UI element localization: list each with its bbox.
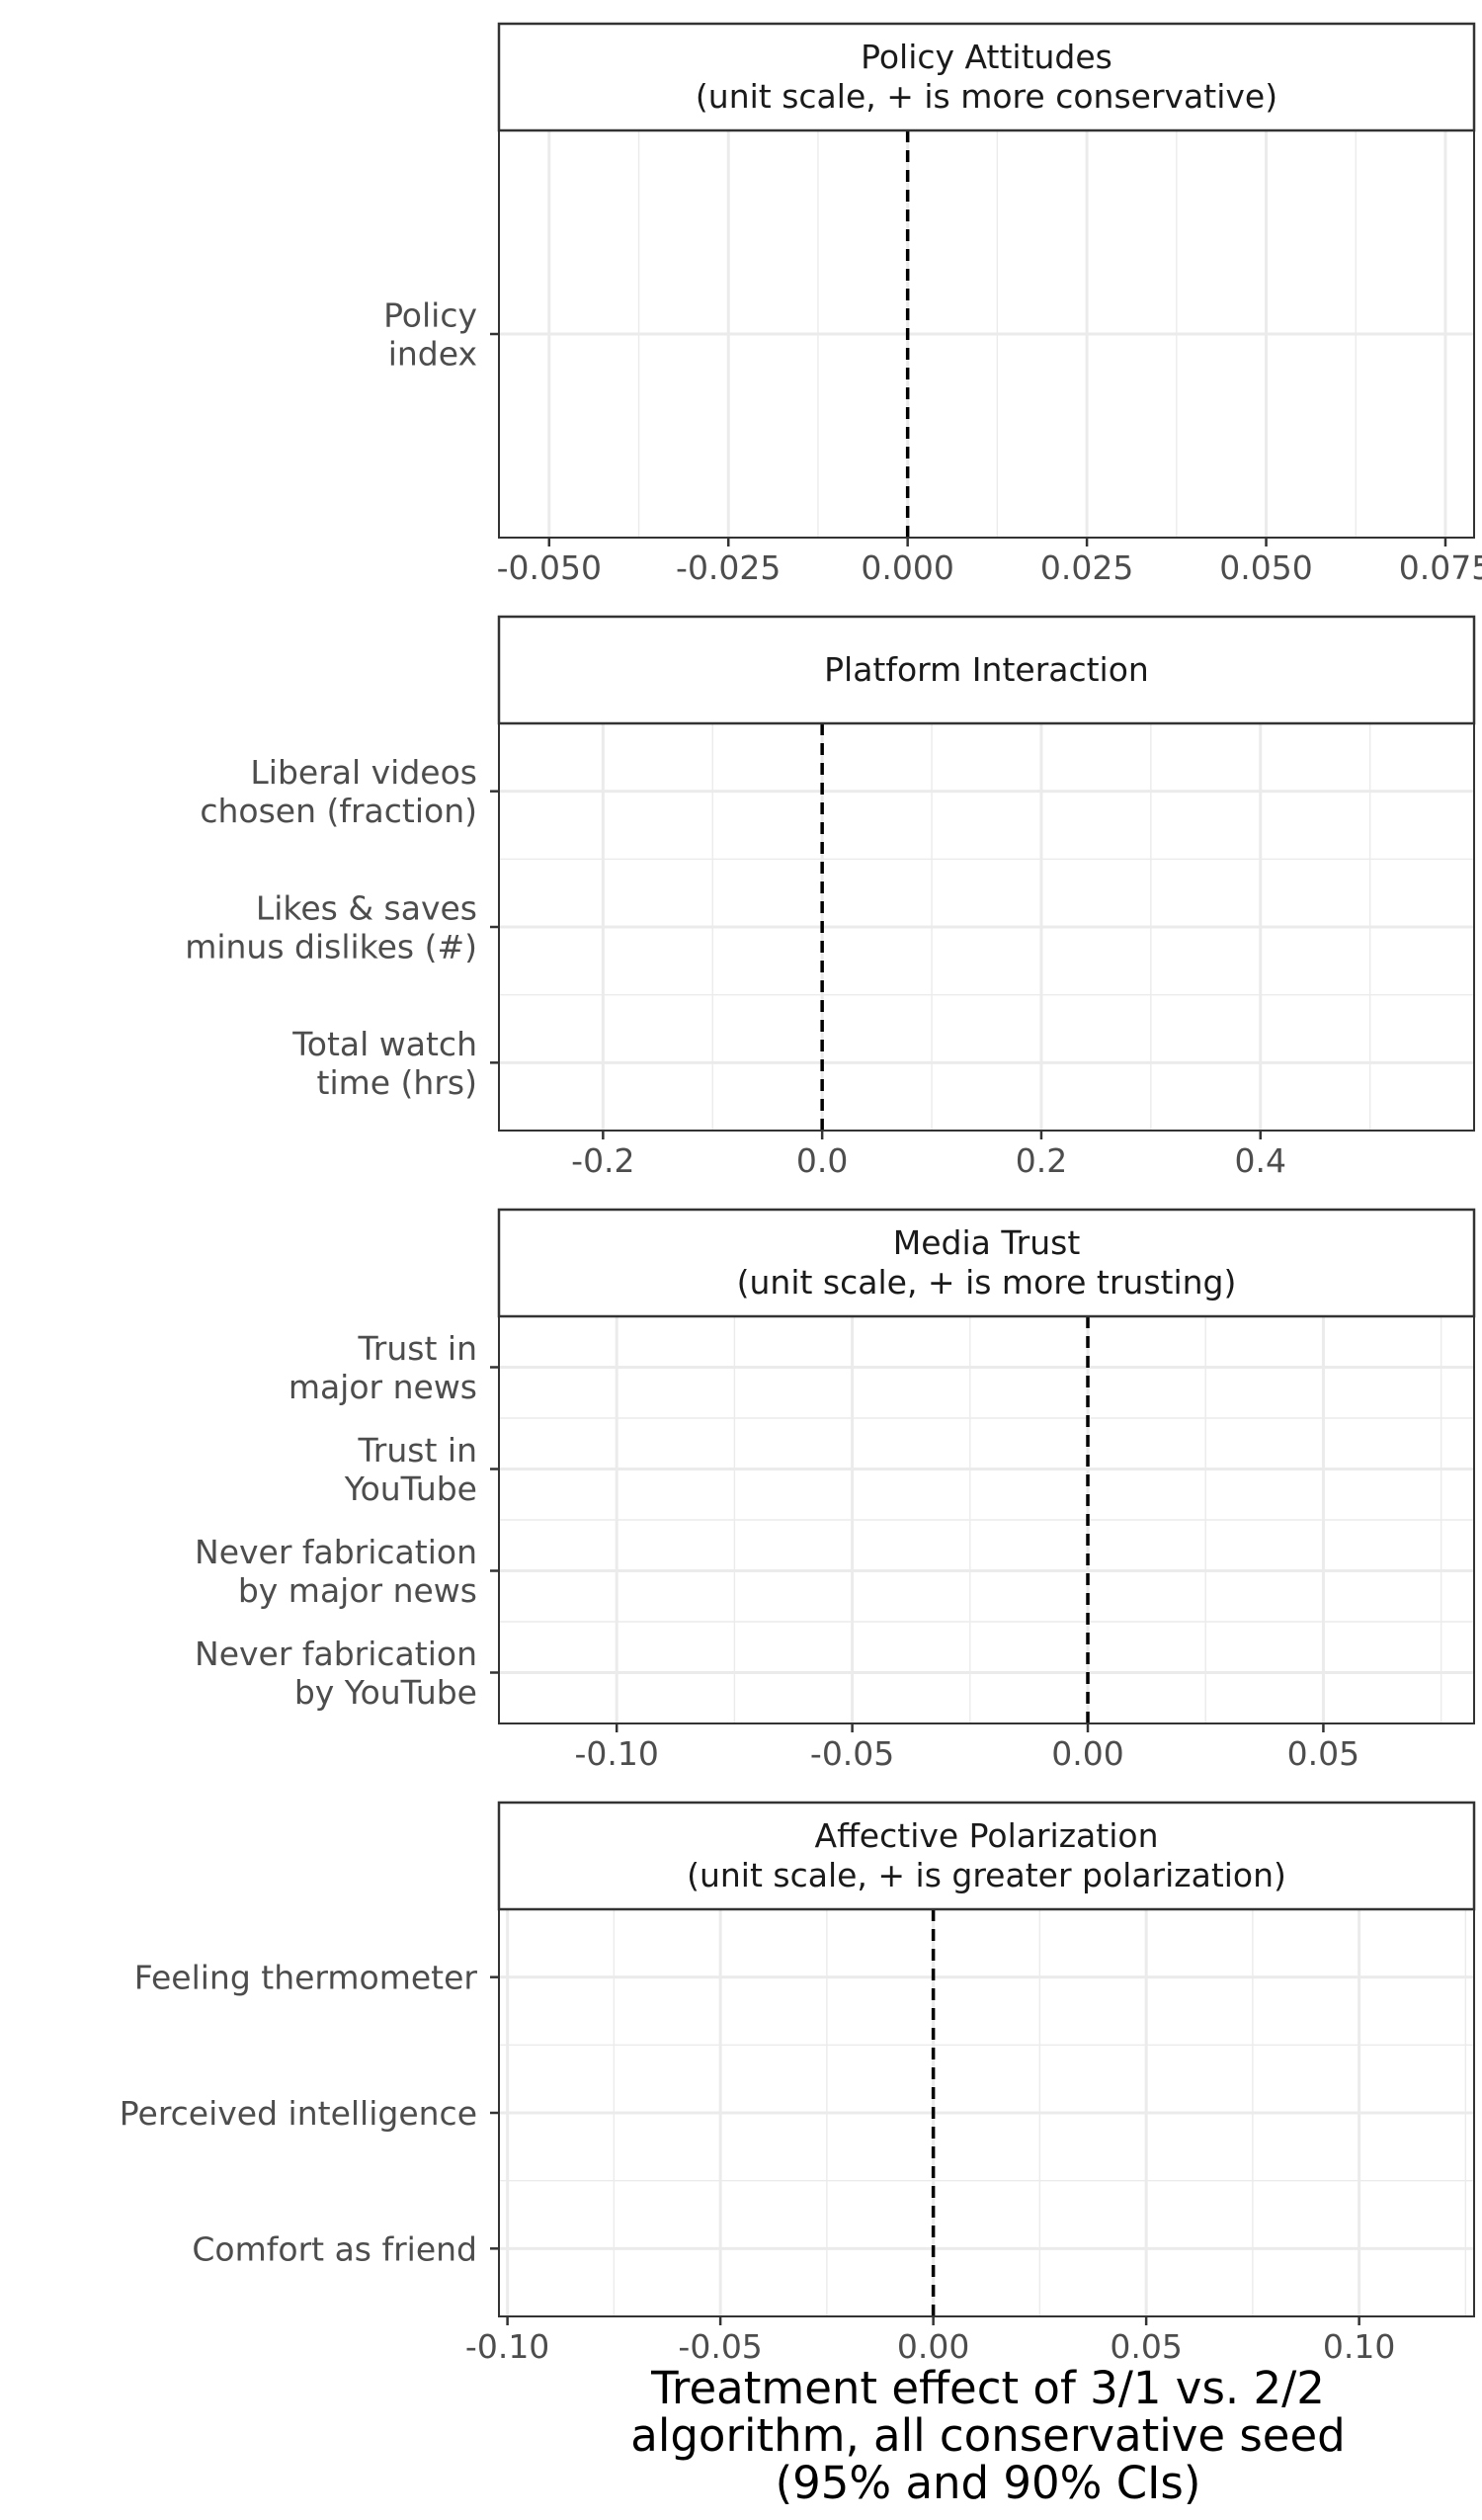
y-tick-label-line: Feeling thermometer bbox=[134, 1959, 478, 1997]
y-tick-label: Likes & saves minus dislikes (#) bbox=[185, 889, 477, 966]
x-tick-label: 0.050 bbox=[1219, 548, 1312, 587]
x-tick-label: 0.2 bbox=[1016, 1141, 1067, 1180]
x-tick-label: 0.10 bbox=[1323, 2327, 1395, 2366]
x-tick-label: 0.05 bbox=[1110, 2327, 1182, 2366]
facet-title: Platform Interaction bbox=[824, 650, 1149, 689]
y-tick-label: Feeling thermometer bbox=[134, 1959, 478, 1997]
x-tick-label: 0.00 bbox=[1051, 1734, 1123, 1773]
facet-strip bbox=[497, 1208, 1476, 1318]
x-axis-title-line: (95% and 90% CIs) bbox=[776, 2457, 1201, 2509]
facet-panel: -0.10 -0.05 0.00 0.05 0.10 Feeling thermomete… bbox=[120, 1801, 1476, 2366]
facet-title-line: Media Trust bbox=[893, 1223, 1081, 1262]
facet-strip bbox=[497, 22, 1476, 132]
facet-panel: -0.2 0.0 0.2 0.4 Liberal videos chosen (fract… bbox=[185, 615, 1476, 1180]
y-tick-label-line: Trust in bbox=[358, 1329, 478, 1368]
facet-title-line: (unit scale, + is more conservative) bbox=[696, 77, 1277, 116]
y-tick-label: Total watch time (hrs) bbox=[291, 1025, 477, 1102]
x-tick-label: 0.000 bbox=[861, 548, 953, 587]
y-tick-label-line: Never fabrication bbox=[195, 1635, 477, 1673]
x-tick-label: 0.00 bbox=[897, 2327, 969, 2366]
y-tick-label-line: by major news bbox=[238, 1571, 477, 1610]
x-tick-label: -0.10 bbox=[575, 1734, 659, 1773]
x-axis-title-line: Treatment effect of 3/1 vs. 2/2 bbox=[650, 2362, 1325, 2414]
facet-strip bbox=[497, 1801, 1476, 1911]
y-tick-label-line: Perceived intelligence bbox=[120, 2094, 477, 2133]
x-tick-label: -0.025 bbox=[676, 548, 781, 587]
y-tick-label: Trust in YouTube bbox=[344, 1431, 477, 1508]
facet-title-line: (unit scale, + is greater polarization) bbox=[687, 1856, 1286, 1894]
facet-title: Affective Polarization (unit scale, + is … bbox=[687, 1816, 1286, 1894]
y-tick-label-line: Never fabrication bbox=[195, 1533, 477, 1571]
y-tick-label-line: by YouTube bbox=[294, 1673, 477, 1712]
y-tick-label: Never fabrication by major news bbox=[195, 1533, 477, 1610]
y-tick-label-line: Total watch bbox=[291, 1025, 477, 1063]
y-tick-label-line: Liberal videos bbox=[250, 753, 477, 792]
x-tick-label: -0.05 bbox=[678, 2327, 762, 2366]
facet-title-line: Platform Interaction bbox=[824, 650, 1149, 689]
x-tick-label: 0.05 bbox=[1287, 1734, 1359, 1773]
x-tick-label: 0.4 bbox=[1235, 1141, 1286, 1180]
x-tick-label: 0.025 bbox=[1040, 548, 1133, 587]
y-tick-label-line: Likes & saves bbox=[256, 889, 477, 928]
y-tick-label-line: YouTube bbox=[344, 1470, 477, 1508]
y-tick-label: Never fabrication by YouTube bbox=[195, 1635, 477, 1712]
x-tick-label: -0.2 bbox=[571, 1141, 634, 1180]
x-tick-label: -0.10 bbox=[465, 2327, 549, 2366]
facet-title: Media Trust (unit scale, + is more trusti… bbox=[737, 1223, 1237, 1302]
y-tick-label-line: major news bbox=[288, 1368, 477, 1406]
y-tick-label: Trust in major news bbox=[288, 1329, 477, 1406]
y-tick-label-line: index bbox=[388, 335, 477, 374]
facet-title-line: Affective Polarization bbox=[815, 1816, 1159, 1855]
y-tick-label-line: time (hrs) bbox=[317, 1063, 477, 1102]
facet-panels: -0.050 -0.025 0.000 0.025 0.050 0.075 Policy in… bbox=[120, 22, 1482, 2366]
facet-title: Policy Attitudes (unit scale, + is more c… bbox=[696, 38, 1277, 116]
y-tick-label-line: Policy bbox=[383, 296, 477, 335]
y-tick-label: Comfort as friend bbox=[192, 2229, 477, 2268]
x-tick-label: 0.0 bbox=[796, 1141, 848, 1180]
x-axis-title: Treatment effect of 3/1 vs. 2/2 algorithm… bbox=[630, 2362, 1345, 2509]
x-tick-label: 0.075 bbox=[1399, 548, 1482, 587]
y-tick-label: Policy index bbox=[383, 296, 477, 374]
y-tick-label: Liberal videos chosen (fraction) bbox=[200, 753, 477, 830]
x-tick-label: -0.05 bbox=[810, 1734, 894, 1773]
x-tick-label: -0.050 bbox=[497, 548, 602, 587]
facet-strip bbox=[497, 615, 1476, 725]
y-tick-label-line: chosen (fraction) bbox=[200, 792, 477, 830]
y-tick-label: Perceived intelligence bbox=[120, 2094, 477, 2133]
x-axis-title-line: algorithm, all conservative seed bbox=[630, 2409, 1345, 2462]
facet-panel: -0.050 -0.025 0.000 0.025 0.050 0.075 Policy in… bbox=[383, 22, 1482, 587]
y-tick-label-line: minus dislikes (#) bbox=[185, 928, 477, 966]
facet-title-line: Policy Attitudes bbox=[861, 38, 1112, 76]
y-tick-label-line: Comfort as friend bbox=[192, 2229, 477, 2268]
y-tick-label-line: Trust in bbox=[358, 1431, 478, 1470]
facet-title-line: (unit scale, + is more trusting) bbox=[737, 1263, 1237, 1302]
